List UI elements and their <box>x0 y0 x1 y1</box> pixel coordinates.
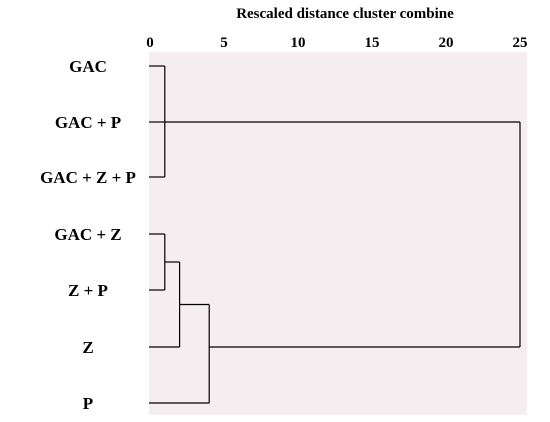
x-tick-label-25: 25 <box>513 35 528 51</box>
x-tick-label-10: 10 <box>291 35 306 51</box>
x-tick-label-0: 0 <box>146 35 154 51</box>
leaf-label-z-p: Z + P <box>68 281 108 300</box>
leaf-label-p: P <box>83 394 93 413</box>
chart-title: Rescaled distance cluster combine <box>236 6 454 22</box>
leaf-label-gac-z-p: GAC + Z + P <box>40 168 136 187</box>
plot-area <box>149 52 527 415</box>
leaf-label-gac-p: GAC + P <box>55 113 121 132</box>
leaf-label-gac: GAC <box>69 57 107 76</box>
leaf-label-z: Z <box>82 338 93 357</box>
x-tick-label-20: 20 <box>439 35 454 51</box>
x-tick-label-15: 15 <box>365 35 380 51</box>
x-tick-label-5: 5 <box>220 35 228 51</box>
leaf-label-gac-z: GAC + Z <box>54 225 121 244</box>
